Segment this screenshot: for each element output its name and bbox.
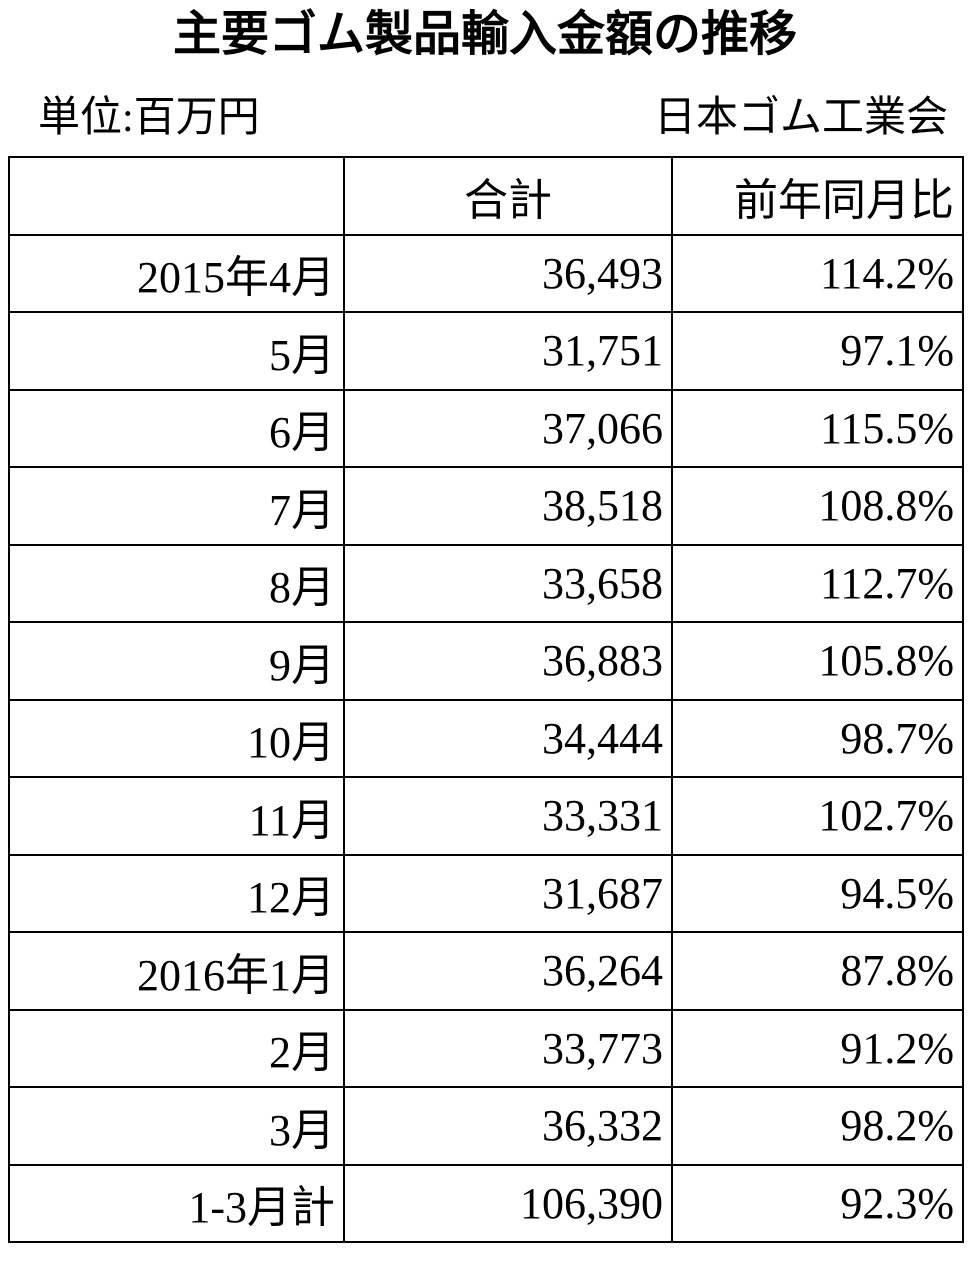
table-cell: 7月: [8, 466, 345, 546]
title: 主要ゴム製品輸入金額の推移: [172, 6, 797, 62]
table-row: 2016年1月 36,264 87.8%: [8, 931, 964, 1011]
table-cell: 87.8%: [671, 931, 964, 1011]
table-cell: 6月: [8, 388, 345, 468]
table-cell: 98.7%: [671, 698, 964, 778]
table-cell: 105.8%: [671, 621, 964, 701]
table-cell: 31,751: [343, 311, 673, 391]
table-cell: 36,264: [343, 931, 673, 1011]
table-row: 8月 33,658 112.7%: [8, 543, 964, 623]
unit: 単位:百万円: [38, 95, 260, 141]
table-row: 7月 38,518 108.8%: [8, 466, 964, 546]
table-cell: 97.1%: [671, 311, 964, 391]
header-cell: 前年同月比: [671, 156, 964, 236]
table-cell: 102.7%: [671, 776, 964, 856]
table-cell: 1-3月計: [8, 1163, 345, 1243]
header-row: 合計 前年同月比: [8, 156, 964, 236]
table-cell: 11月: [8, 776, 345, 856]
table-cell: 98.2%: [671, 1086, 964, 1166]
table-cell: 2016年1月: [8, 931, 345, 1011]
table-cell: 10月: [8, 698, 345, 778]
table-cell: 106,390: [343, 1163, 673, 1243]
table-cell: 3月: [8, 1086, 345, 1166]
data-table: 合計 前年同月比 2015年4月 36,493 114.2% 5月 31,751 97.1% 6…: [8, 156, 964, 1243]
header-cell: [8, 156, 345, 236]
table-row: 3月 36,332 98.2%: [8, 1086, 964, 1166]
table-row: 9月 36,883 105.8%: [8, 621, 964, 701]
table-cell: 12月: [8, 853, 345, 933]
table-cell: 2015年4月: [8, 233, 345, 313]
table-row: 11月 33,331 102.7%: [8, 776, 964, 856]
table-cell: 8月: [8, 543, 345, 623]
table-cell: 34,444: [343, 698, 673, 778]
table-cell: 108.8%: [671, 466, 964, 546]
table-cell: 33,658: [343, 543, 673, 623]
table-cell: 92.3%: [671, 1163, 964, 1243]
table-row: 2月 33,773 91.2%: [8, 1008, 964, 1088]
table-row: 6月 37,066 115.5%: [8, 388, 964, 468]
table-cell: 5月: [8, 311, 345, 391]
table-cell: 33,331: [343, 776, 673, 856]
table-row: 2015年4月 36,493 114.2%: [8, 233, 964, 313]
table-cell: 36,883: [343, 621, 673, 701]
table-cell: 115.5%: [671, 388, 964, 468]
table-cell: 37,066: [343, 388, 673, 468]
table-cell: 31,687: [343, 853, 673, 933]
table-cell: 38,518: [343, 466, 673, 546]
table-cell: 36,332: [343, 1086, 673, 1166]
table-row: 1-3月計 106,390 92.3%: [8, 1163, 964, 1243]
table-row: 5月 31,751 97.1%: [8, 311, 964, 391]
table-cell: 94.5%: [671, 853, 964, 933]
table-row: 12月 31,687 94.5%: [8, 853, 964, 933]
table-cell: 9月: [8, 621, 345, 701]
table-cell: 91.2%: [671, 1008, 964, 1088]
header-cell: 合計: [343, 156, 673, 236]
table-row: 10月 34,444 98.7%: [8, 698, 964, 778]
table-cell: 112.7%: [671, 543, 964, 623]
table-cell: 114.2%: [671, 233, 964, 313]
table-cell: 2月: [8, 1008, 345, 1088]
table-cell: 33,773: [343, 1008, 673, 1088]
table-cell: 36,493: [343, 233, 673, 313]
source: 日本ゴム工業会: [653, 95, 948, 141]
